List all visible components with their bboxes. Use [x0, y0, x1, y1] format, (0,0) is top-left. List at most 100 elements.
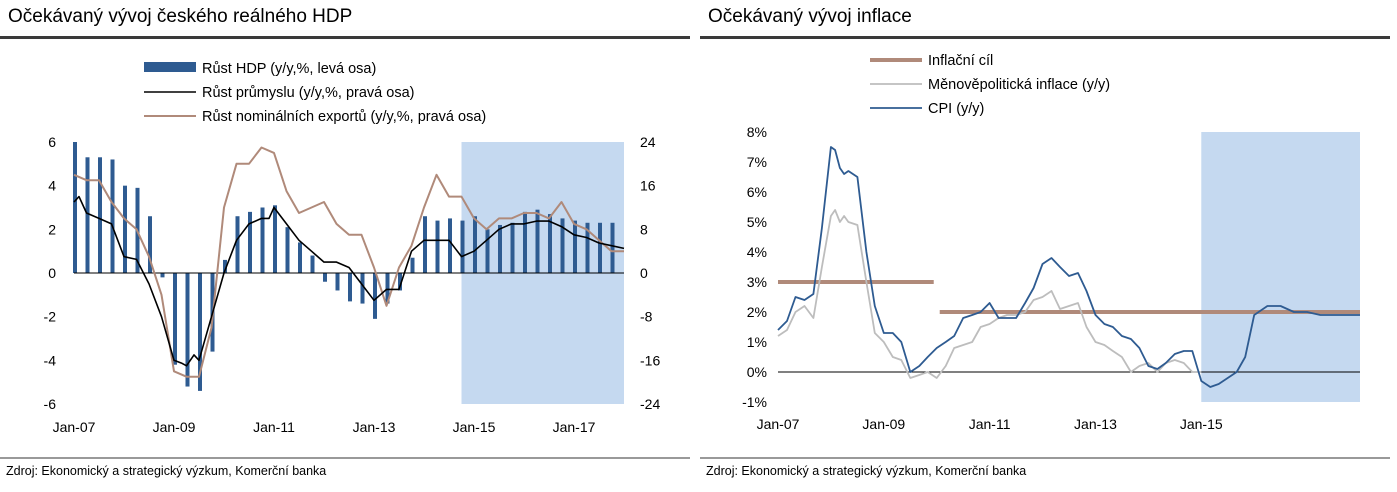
source-note: Zdroj: Ekonomický a strategický výzkum, … [706, 464, 1027, 478]
left-y-tick-label: -4 [44, 352, 57, 368]
gdp-bar [510, 222, 515, 273]
gdp-bar [548, 214, 552, 273]
industry-growth-line [73, 195, 625, 367]
gdp-bar [73, 142, 77, 273]
x-tick-label: Jan-17 [553, 419, 596, 435]
gdp-bar [335, 273, 340, 291]
gdp-bar [248, 211, 252, 273]
gdp-bar [110, 159, 115, 273]
x-tick-label: Jan-07 [757, 416, 800, 432]
gdp-bar [85, 157, 90, 273]
right-y-tick-label: -24 [640, 396, 660, 412]
left-y-tick-label: 0 [48, 265, 56, 281]
x-tick-label: Jan-07 [53, 419, 96, 435]
gdp-bar [410, 257, 415, 273]
gdp-bar [360, 273, 365, 304]
legend-label: CPI (y/y) [928, 101, 984, 117]
gdp-bar [198, 273, 202, 391]
right-y-tick-label: 16 [640, 178, 656, 194]
gdp-bar [373, 273, 377, 319]
gdp-bar [598, 222, 602, 273]
monetary-policy-inflation-line [777, 209, 1202, 379]
left-y-tick-label: 4 [48, 178, 56, 194]
inflation-chart-panel: Očekávaný vývoj inflace 8% 7% 6% 5% 4% 3% 2% 1%… [700, 0, 1397, 492]
gdp-bar [323, 273, 327, 282]
gdp-bar [498, 224, 502, 273]
gdp-bar [348, 273, 352, 302]
y-tick-label: 2% [747, 304, 767, 320]
y-tick-label: 0% [747, 364, 767, 380]
gdp-bar [460, 220, 465, 273]
source-rule [0, 457, 690, 459]
right-y-tick-label: 24 [640, 134, 656, 150]
gdp-bar [448, 218, 452, 273]
y-tick-label: 1% [747, 334, 767, 350]
gdp-bar [185, 273, 190, 387]
right-y-tick-label: -16 [640, 352, 660, 368]
legend-label: Inflační cíl [928, 53, 993, 69]
inflation-chart: 8% 7% 6% 5% 4% 3% 2% 1% 0% -1% Jan-07 Jan-09 Jan-11 J… [742, 53, 1360, 432]
gdp-bar [123, 185, 127, 273]
left-y-tick-label: -6 [44, 396, 57, 412]
y-tick-label: 7% [747, 154, 767, 170]
forecast-shading [1201, 132, 1360, 402]
gdp-bar [610, 222, 615, 273]
gdp-bar [223, 259, 227, 273]
gdp-bar [385, 273, 390, 304]
gdp-bar [485, 229, 490, 273]
gdp-bar [523, 211, 527, 273]
legend-label: Růst HDP (y/y,%, levá osa) [202, 61, 376, 77]
legend-swatch-gdp [144, 62, 196, 72]
left-y-tick-label: 2 [48, 221, 56, 237]
right-y-tick-label: -8 [640, 309, 653, 325]
gdp-bar [148, 216, 152, 273]
gdp-bar [235, 216, 240, 273]
gdp-bar [573, 220, 577, 273]
title-rule [700, 36, 1390, 39]
x-tick-label: Jan-09 [862, 416, 905, 432]
y-tick-label: -1% [742, 394, 767, 410]
legend-label: Růst nominálních exportů (y/y,%, pravá o… [202, 109, 486, 125]
gdp-bar [98, 157, 102, 273]
gdp-chart-panel: Očekávaný vývoj českého reálného HDP 6 4 2… [0, 0, 690, 492]
y-tick-label: 3% [747, 274, 767, 290]
legend-label: Měnověpolitická inflace (y/y) [928, 77, 1110, 93]
gdp-bar [260, 207, 265, 273]
source-rule [700, 457, 1390, 459]
left-y-tick-label: -2 [44, 309, 57, 325]
gdp-bar [398, 273, 402, 291]
source-note: Zdroj: Ekonomický a strategický výzkum, … [6, 464, 327, 478]
gdp-bar [160, 273, 165, 278]
left-y-tick-label: 6 [48, 134, 56, 150]
x-tick-label: Jan-11 [253, 419, 295, 435]
exports-growth-line [73, 146, 624, 378]
chart-title: Očekávaný vývoj českého reálného HDP [8, 6, 353, 27]
gdp-bar [273, 205, 277, 273]
gdp-bar [173, 273, 177, 365]
title-rule [0, 36, 690, 39]
chart-title: Očekávaný vývoj inflace [708, 6, 912, 27]
cpi-line [777, 146, 1360, 388]
x-tick-label: Jan-13 [353, 419, 396, 435]
x-tick-label: Jan-09 [153, 419, 196, 435]
x-tick-label: Jan-15 [1180, 416, 1223, 432]
gdp-bar [473, 216, 477, 273]
y-tick-label: 5% [747, 214, 767, 230]
y-tick-label: 6% [747, 184, 767, 200]
gdp-bar [435, 220, 440, 273]
legend-label: Růst průmyslu (y/y,%, pravá osa) [202, 85, 414, 101]
gdp-bar [310, 255, 315, 273]
y-tick-label: 8% [747, 124, 767, 140]
gdp-bar [285, 227, 290, 273]
right-y-tick-label: 0 [640, 265, 648, 281]
gdp-bar [585, 222, 590, 273]
gdp-bar [560, 218, 565, 273]
x-tick-label: Jan-15 [453, 419, 496, 435]
gdp-chart: 6 4 2 0 -2 -4 -6 24 16 8 0 -8 -16 -24 Jan-07 Jan-09 Jan-… [44, 61, 661, 435]
gdp-bar [423, 216, 427, 273]
gdp-bar [298, 242, 302, 273]
right-y-tick-label: 8 [640, 221, 648, 237]
gdp-bar [535, 209, 540, 273]
x-tick-label: Jan-11 [969, 416, 1011, 432]
y-tick-label: 4% [747, 244, 767, 260]
